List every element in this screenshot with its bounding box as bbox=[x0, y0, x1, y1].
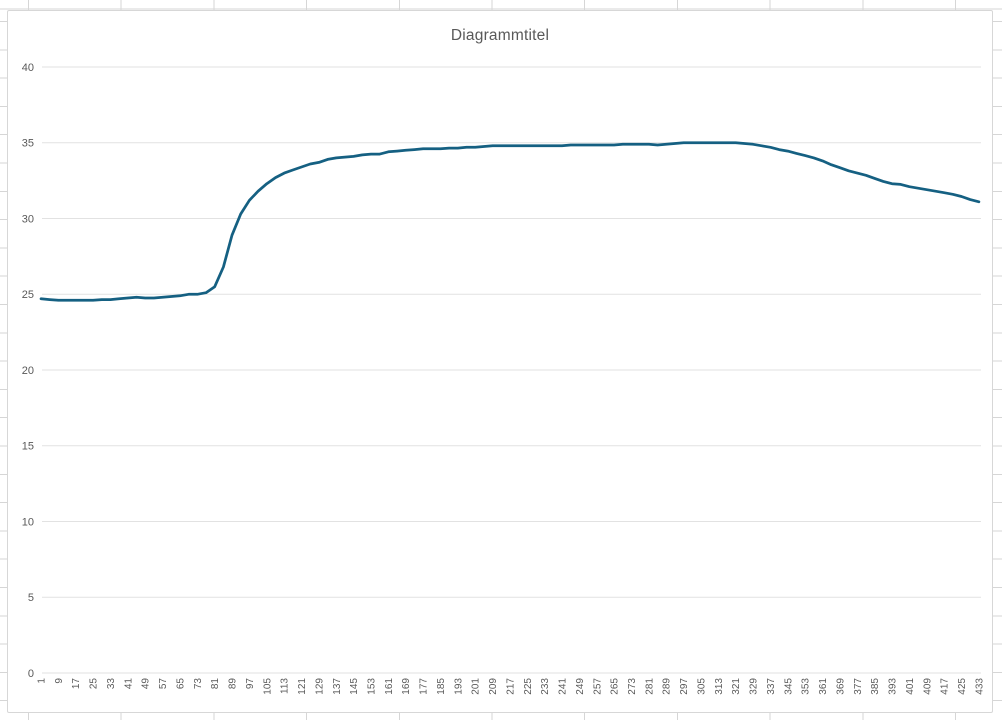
x-axis-tick-label: 353 bbox=[801, 678, 812, 695]
x-axis-tick-label: 105 bbox=[262, 678, 273, 695]
x-axis-tick-label: 273 bbox=[627, 678, 638, 695]
x-axis-tick-label: 121 bbox=[297, 678, 308, 695]
x-axis-tick-label: 97 bbox=[245, 678, 256, 690]
x-axis-tick-label: 377 bbox=[853, 678, 864, 695]
x-axis-tick-label: 145 bbox=[349, 678, 360, 695]
x-axis-tick-label: 241 bbox=[558, 678, 569, 695]
y-axis-tick-label: 25 bbox=[22, 289, 34, 301]
x-axis-tick-label: 161 bbox=[384, 678, 395, 695]
x-axis-tick-label: 409 bbox=[922, 678, 933, 695]
x-axis-tick-label: 33 bbox=[106, 678, 117, 690]
x-axis-tick-label: 257 bbox=[592, 678, 603, 695]
x-axis-tick-label: 393 bbox=[888, 678, 899, 695]
x-axis-tick-label: 217 bbox=[505, 678, 516, 695]
x-axis-tick-label: 209 bbox=[488, 678, 499, 695]
y-axis-tick-label: 5 bbox=[28, 592, 34, 604]
x-axis-tick-label: 9 bbox=[54, 678, 65, 684]
x-axis-tick-label: 369 bbox=[835, 678, 846, 695]
x-axis-tick-label: 337 bbox=[766, 678, 777, 695]
x-axis-tick-label: 65 bbox=[175, 678, 186, 690]
x-axis-tick-label: 113 bbox=[280, 678, 291, 694]
chart-area[interactable]: Diagrammtitel 0 5 10 15 20 25 30 35 40 1 9 17 25 33 41… bbox=[7, 10, 993, 713]
x-axis-tick-label: 185 bbox=[436, 678, 447, 695]
x-axis-tick-label: 193 bbox=[453, 678, 464, 695]
x-axis-tick-label: 25 bbox=[89, 678, 100, 690]
x-axis-tick-label: 49 bbox=[141, 678, 152, 690]
x-axis-tick-label: 401 bbox=[905, 678, 916, 695]
x-axis-tick-label: 249 bbox=[575, 678, 586, 695]
x-axis-tick-label: 201 bbox=[471, 678, 482, 695]
y-axis-tick-label: 15 bbox=[22, 441, 34, 453]
x-axis-tick-label: 17 bbox=[71, 678, 82, 690]
gridlines bbox=[42, 66, 981, 674]
y-axis-tick-label: 40 bbox=[22, 62, 34, 74]
x-axis-tick-label: 169 bbox=[401, 678, 412, 695]
x-axis-tick-label: 305 bbox=[696, 678, 707, 695]
x-axis-tick-label: 177 bbox=[419, 678, 430, 695]
x-axis-tick-label: 329 bbox=[749, 678, 760, 695]
x-axis-tick-label: 345 bbox=[783, 678, 794, 695]
x-axis-tick-label: 57 bbox=[158, 678, 169, 690]
y-axis-tick-label: 35 bbox=[22, 138, 34, 150]
x-axis-tick-label: 89 bbox=[228, 678, 239, 690]
y-axis-labels[interactable]: 0 5 10 15 20 25 30 35 40 bbox=[22, 62, 34, 680]
x-axis-tick-label: 225 bbox=[523, 678, 534, 695]
x-axis-tick-label: 73 bbox=[193, 678, 204, 690]
x-axis-labels[interactable]: 1 9 17 25 33 41 49 57 65 73 81 89 97 105 113 121 129 137 1… bbox=[37, 678, 986, 695]
y-axis-tick-label: 0 bbox=[28, 668, 34, 680]
x-axis-tick-label: 361 bbox=[818, 678, 829, 695]
x-axis-tick-label: 137 bbox=[332, 678, 343, 695]
x-axis-tick-label: 433 bbox=[974, 678, 985, 695]
x-axis-tick-label: 313 bbox=[714, 678, 725, 695]
x-axis-tick-label: 297 bbox=[679, 678, 690, 695]
data-series-line[interactable] bbox=[39, 141, 981, 302]
x-axis-tick-label: 289 bbox=[662, 678, 673, 695]
x-axis-tick-label: 425 bbox=[957, 678, 968, 695]
y-axis-tick-label: 20 bbox=[22, 365, 34, 377]
x-axis-tick-label: 417 bbox=[940, 678, 951, 695]
x-axis-tick-label: 385 bbox=[870, 678, 881, 695]
x-axis-tick-label: 1 bbox=[37, 678, 48, 684]
y-axis-tick-label: 30 bbox=[22, 213, 34, 225]
chart-title[interactable]: Diagrammtitel bbox=[450, 27, 550, 44]
x-axis-tick-label: 129 bbox=[314, 678, 325, 695]
x-axis-tick-label: 153 bbox=[366, 678, 377, 695]
x-axis-tick-label: 41 bbox=[123, 678, 134, 690]
x-axis-tick-label: 81 bbox=[210, 678, 221, 690]
x-axis-tick-label: 265 bbox=[610, 678, 621, 695]
x-axis-tick-label: 233 bbox=[540, 678, 551, 695]
x-axis-tick-label: 321 bbox=[731, 678, 742, 695]
x-axis-tick-label: 281 bbox=[644, 678, 655, 695]
y-axis-tick-label: 10 bbox=[22, 516, 34, 528]
